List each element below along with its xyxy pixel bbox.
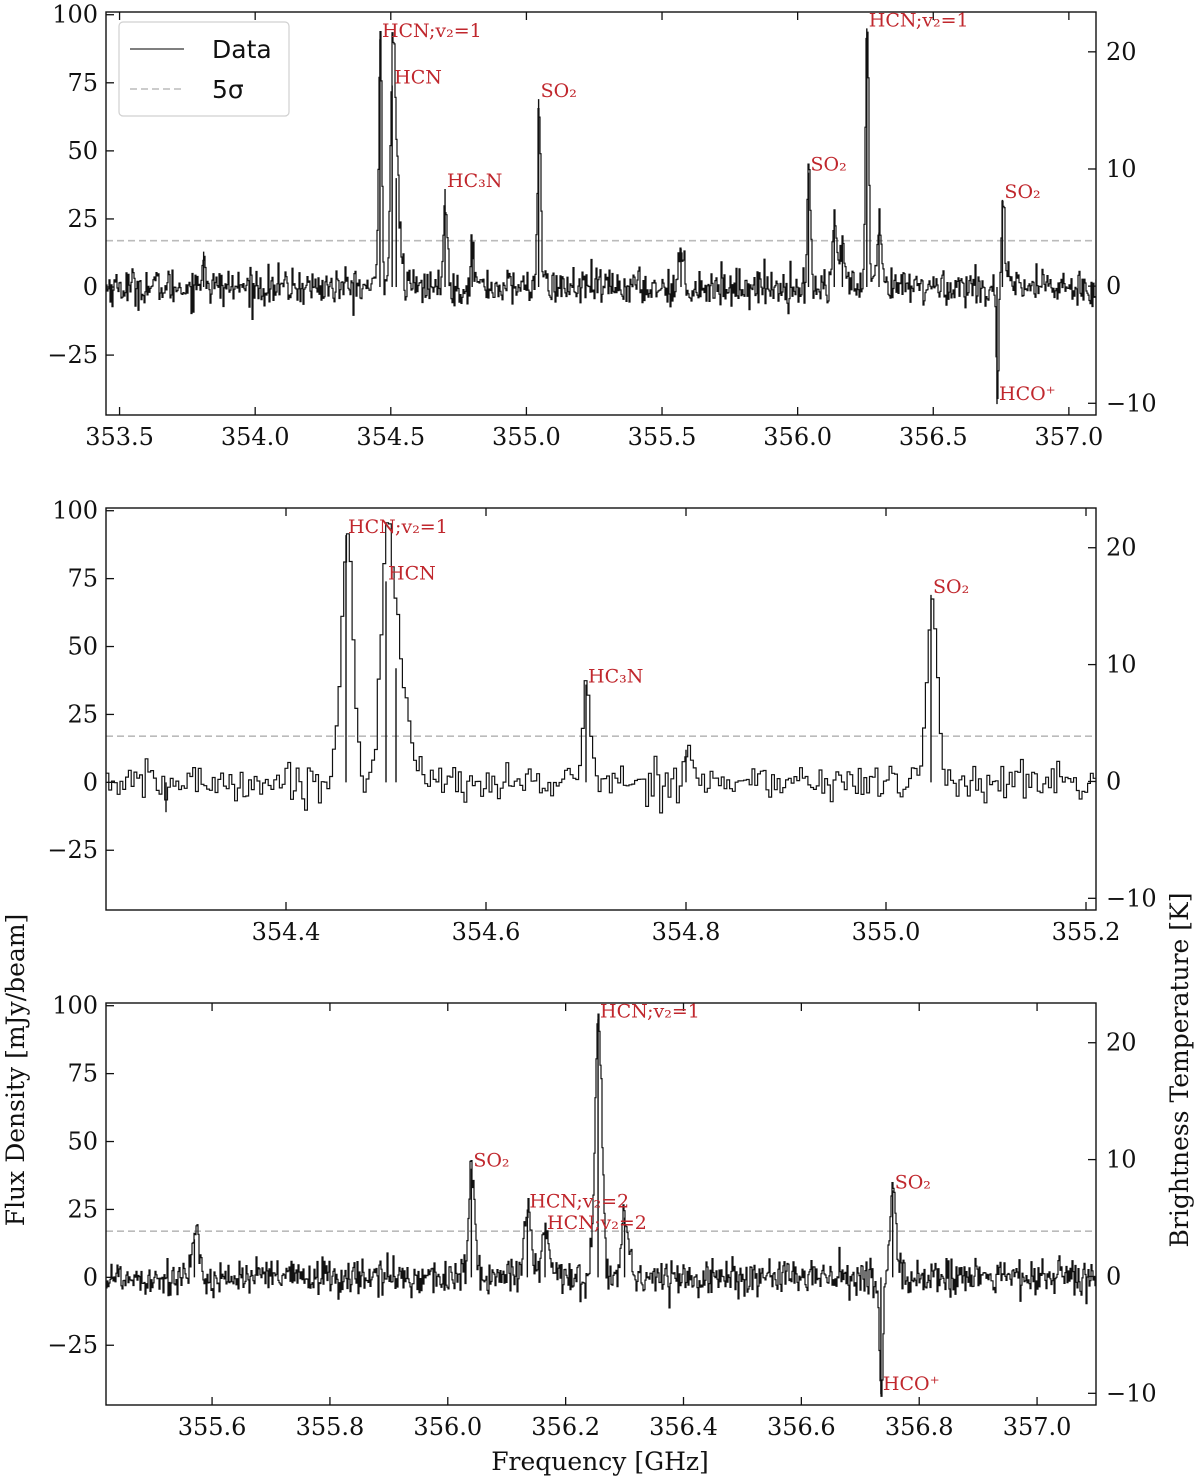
y-tick-label-left: 25 — [67, 1195, 98, 1223]
y-tick-label-left: −25 — [47, 1331, 98, 1359]
y-tick-label-left: 50 — [67, 633, 98, 661]
y-tick-label-left: 100 — [52, 1, 98, 29]
y-tick-label-right: 20 — [1106, 1029, 1137, 1057]
x-tick-label: 357.0 — [1003, 1413, 1072, 1441]
y-tick-label-left: 75 — [67, 1060, 98, 1088]
x-tick-label: 354.5 — [356, 423, 425, 451]
y-tick-label-left: 0 — [83, 1263, 98, 1291]
line-annotation: HCN — [394, 67, 442, 89]
y-tick-label-right: −10 — [1106, 884, 1157, 912]
legend-box — [118, 21, 290, 117]
x-tick-label: 355.0 — [852, 918, 921, 946]
y-tick-label-right: 10 — [1106, 155, 1137, 183]
x-tick-label: 356.2 — [531, 1413, 600, 1441]
line-annotation: HCN;v₂=2 — [547, 1212, 647, 1234]
x-tick-label: 357.0 — [1035, 423, 1104, 451]
plot-frame — [105, 507, 1097, 911]
y-tick-label-right: −10 — [1106, 1379, 1157, 1407]
y-tick-label-left: −25 — [47, 836, 98, 864]
legend-label: 5σ — [212, 75, 244, 104]
x-tick-label: 355.0 — [492, 423, 561, 451]
plot-frame — [105, 1002, 1097, 1406]
legend: Data 5σ — [118, 21, 290, 117]
line-annotation: SO₂ — [541, 80, 577, 102]
x-tick-label: 356.4 — [649, 1413, 718, 1441]
line-annotation: HCN;v₂=1 — [382, 20, 482, 42]
line-annotation: SO₂ — [895, 1171, 931, 1193]
x-tick-label: 356.5 — [899, 423, 968, 451]
y-tick-label-right: 0 — [1106, 767, 1121, 795]
x-tick-label: 354.0 — [221, 423, 290, 451]
line-annotation: SO₂ — [810, 154, 846, 176]
y-tick-label-left: 25 — [67, 205, 98, 233]
y-tick-label-right: 10 — [1106, 651, 1137, 679]
x-tick-label: 354.6 — [452, 918, 521, 946]
y-tick-label-left: 25 — [67, 700, 98, 728]
spectrum-line — [106, 1013, 1096, 1397]
x-tick-label: 354.4 — [252, 918, 321, 946]
x-tick-label: 356.8 — [885, 1413, 954, 1441]
y-tick-label-right: 0 — [1106, 272, 1121, 300]
y-tick-label-right: 10 — [1106, 1146, 1137, 1174]
y-tick-label-right: 20 — [1106, 38, 1137, 66]
x-tick-label: 355.8 — [296, 1413, 365, 1441]
line-annotation: HCO⁺ — [883, 1373, 940, 1395]
legend-label: Data — [212, 35, 272, 64]
line-annotation: SO₂ — [1004, 181, 1040, 203]
x-tick-label: 353.5 — [85, 423, 154, 451]
y-tick-label-left: 50 — [67, 1128, 98, 1156]
line-annotation: HCN;v₂=1 — [348, 516, 448, 538]
line-annotation: SO₂ — [933, 576, 969, 598]
line-annotation: HC₃N — [588, 666, 643, 688]
plot-frame — [105, 11, 1097, 416]
y-tick-label-left: 75 — [67, 565, 98, 593]
y-tick-label-left: 0 — [83, 273, 98, 301]
y-tick-label-left: 100 — [52, 497, 98, 525]
line-annotation: HCN — [388, 562, 436, 584]
x-tick-label: 356.0 — [763, 423, 832, 451]
y-tick-label-left: 50 — [67, 137, 98, 165]
y-axis-title-right: Brightness Temperature [K] — [1165, 893, 1194, 1248]
x-tick-label: 355.2 — [1052, 918, 1121, 946]
line-annotation: HCN;v₂=1 — [600, 1000, 700, 1022]
line-annotation: HCN;v₂=2 — [529, 1190, 629, 1212]
y-axis-title-left: Flux Density [mJy/beam] — [1, 914, 30, 1227]
spectrum-line — [106, 31, 1096, 399]
x-tick-label: 356.0 — [413, 1413, 482, 1441]
y-tick-label-left: 100 — [52, 992, 98, 1020]
panel-top: 353.5 354.0 354.5 355.0 355.5 356.0 356.5 357.0… — [47, 1, 1156, 451]
line-annotation: HC₃N — [447, 170, 502, 192]
x-tick-label: 355.6 — [178, 1413, 247, 1441]
panel-bottom: 355.6 355.8 356.0 356.2 356.4 356.6 356.8 357.0… — [47, 992, 1156, 1441]
x-tick-label: 355.5 — [628, 423, 697, 451]
panel-middle: 354.4 354.6 354.8 355.0 355.21007550250−2520… — [47, 497, 1156, 946]
y-tick-label-right: 0 — [1106, 1262, 1121, 1290]
line-annotation: SO₂ — [473, 1150, 509, 1172]
x-tick-label: 356.6 — [767, 1413, 836, 1441]
y-tick-label-right: 20 — [1106, 534, 1137, 562]
y-tick-label-right: −10 — [1106, 389, 1157, 417]
line-annotation: HCN;v₂=1 — [869, 9, 969, 31]
y-tick-label-left: 75 — [67, 69, 98, 97]
line-annotation: HCO⁺ — [999, 383, 1056, 405]
y-tick-label-left: −25 — [47, 341, 98, 369]
y-tick-label-left: 0 — [83, 768, 98, 796]
x-tick-label: 354.8 — [652, 918, 721, 946]
x-axis-title: Frequency [GHz] — [491, 1447, 709, 1476]
